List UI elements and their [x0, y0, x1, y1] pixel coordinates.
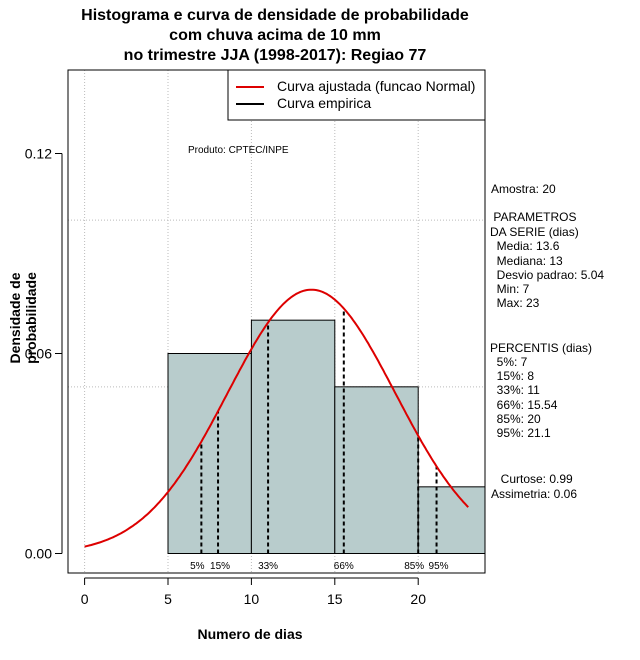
- x-axis-label: Numero de dias: [197, 626, 303, 642]
- stat-p15: 15%: 8: [490, 369, 535, 383]
- stat-min: Min: 7: [490, 282, 530, 296]
- histogram-bar: [417, 486, 486, 555]
- percentile-label: 66%: [334, 561, 354, 572]
- stat-params-title-1: PARAMETROS: [490, 210, 577, 224]
- histogram-bar: [250, 319, 336, 554]
- stat-p66: 66%: 15.54: [490, 398, 558, 412]
- chart-title-line-1: Histograma e curva de densidade de proba…: [81, 7, 469, 24]
- percentile-label: 85%: [404, 561, 424, 572]
- y-tick-label: 0.06: [25, 346, 52, 362]
- histogram-bar: [334, 386, 419, 554]
- legend-empirical-label: Curva empirica: [277, 95, 371, 111]
- x-tick-label: 5: [164, 591, 172, 607]
- histogram-bars: [167, 319, 486, 555]
- stat-p5: 5%: 7: [490, 355, 528, 369]
- product-label: Produto: CPTEC/INPE: [188, 145, 289, 156]
- x-tick-label: 0: [81, 591, 89, 607]
- percentile-lines: 5% 15% 33% 66% 85% 95%: [190, 308, 449, 572]
- axes: 0 5 10 15 20 0.00 0.06 0.12: [25, 146, 426, 607]
- stat-desvio: Desvio padrao: 5.04: [490, 268, 605, 282]
- x-tick-label: 10: [244, 591, 260, 607]
- x-tick-label: 15: [327, 591, 343, 607]
- stat-p85: 85%: 20: [490, 412, 541, 426]
- legend-fitted-label: Curva ajustada (funcao Normal): [277, 78, 475, 94]
- stat-assimetria: Assimetria: 0.06: [491, 487, 578, 501]
- histogram-bar: [167, 353, 252, 555]
- stat-p95: 95%: 21.1: [490, 426, 551, 440]
- y-tick-label: 0.12: [25, 146, 52, 162]
- fitted-normal-curve: [84, 288, 469, 548]
- stat-amostra: Amostra: 20: [491, 182, 556, 196]
- stat-p33: 33%: 11: [490, 383, 540, 397]
- stat-params-title-2: DA SERIE (dias): [490, 225, 579, 239]
- legend-box: [227, 69, 486, 121]
- legend: Curva ajustada (funcao Normal) Curva emp…: [227, 69, 486, 121]
- stat-percentis-title: PERCENTIS (dias): [490, 341, 593, 355]
- grid: [68, 70, 485, 573]
- stat-curtose: Curtose: 0.99: [494, 472, 573, 486]
- x-tick-label: 20: [410, 591, 426, 607]
- percentile-label: 95%: [429, 561, 449, 572]
- percentile-label: 33%: [258, 561, 278, 572]
- y-tick-label: 0.00: [25, 546, 52, 562]
- percentile-label: 5%: [190, 561, 205, 572]
- stat-media: Media: 13.6: [490, 239, 560, 253]
- percentile-label: 15%: [210, 561, 230, 572]
- chart-title-line-3: no trimestre JJA (1998-2017): Regiao 77: [123, 47, 427, 64]
- stat-max: Max: 23: [490, 296, 540, 310]
- stat-mediana: Mediana: 13: [490, 254, 563, 268]
- chart-title-line-2: com chuva acima de 10 mm: [169, 27, 381, 44]
